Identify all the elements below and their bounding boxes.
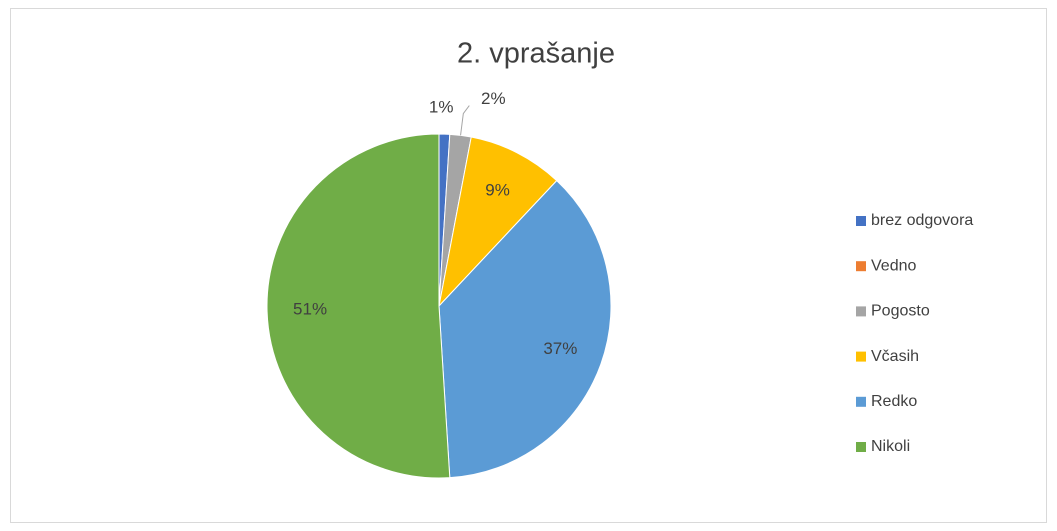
legend-swatch	[856, 306, 866, 317]
legend-label: Včasih	[871, 348, 919, 365]
legend-swatch	[856, 261, 866, 272]
pie-slice	[266, 133, 451, 479]
legend-label: Redko	[871, 393, 917, 410]
legend-label: brez odgovora	[871, 212, 973, 229]
data-label: 37%	[543, 339, 577, 358]
legend-swatch	[856, 216, 866, 226]
legend-label: Nikoli	[871, 438, 910, 455]
chart-title: 2. vprašanje	[457, 38, 615, 70]
legend-label: Vedno	[871, 257, 916, 274]
legend-swatch	[856, 351, 866, 362]
legend-swatch	[856, 442, 866, 452]
data-label: 2%	[481, 89, 506, 108]
leader-line	[460, 105, 470, 136]
data-label: 51%	[293, 300, 327, 319]
legend-swatch	[856, 396, 866, 407]
data-label: 1%	[429, 98, 454, 117]
pie-slice	[438, 136, 558, 308]
data-label: 9%	[485, 181, 510, 200]
pie-slice	[438, 179, 612, 479]
legend-label: Pogosto	[871, 303, 930, 320]
